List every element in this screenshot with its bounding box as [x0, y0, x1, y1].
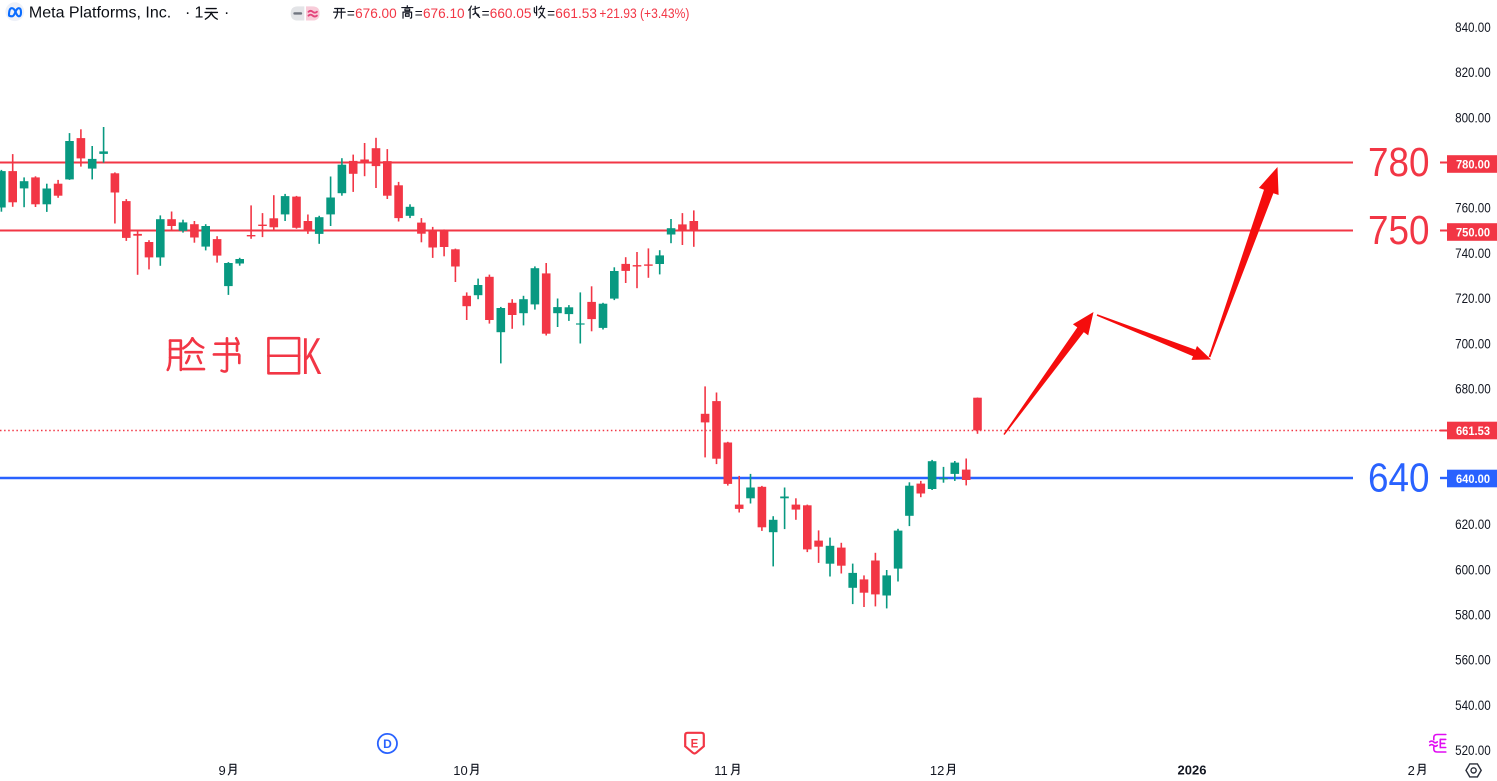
svg-text:661.53: 661.53 [555, 6, 597, 21]
svg-text:Meta Platforms, Inc.: Meta Platforms, Inc. [29, 5, 171, 22]
svg-text:600.00: 600.00 [1455, 562, 1491, 577]
svg-text:620.00: 620.00 [1455, 517, 1491, 532]
svg-text:E: E [691, 738, 699, 750]
svg-text:·: · [185, 5, 190, 22]
svg-text:=: = [482, 6, 490, 21]
svg-text:1: 1 [195, 5, 204, 22]
svg-text:740.00: 740.00 [1455, 246, 1491, 261]
svg-text:820.00: 820.00 [1455, 65, 1491, 80]
svg-text:676.00: 676.00 [355, 6, 397, 21]
svg-text:560.00: 560.00 [1455, 653, 1491, 668]
svg-text:720.00: 720.00 [1455, 291, 1491, 306]
svg-text:10: 10 [453, 763, 467, 778]
svg-text:520.00: 520.00 [1455, 743, 1491, 758]
svg-text:11: 11 [714, 763, 728, 778]
svg-text:D: D [383, 737, 392, 751]
svg-text:800.00: 800.00 [1455, 110, 1491, 125]
svg-text:+21.93 (+3.43%): +21.93 (+3.43%) [599, 6, 689, 21]
svg-text:640: 640 [1368, 454, 1430, 500]
svg-text:2026: 2026 [1178, 763, 1207, 778]
svg-text:661.53: 661.53 [1456, 424, 1490, 438]
svg-text:=: = [547, 6, 555, 21]
svg-text:540.00: 540.00 [1455, 698, 1491, 713]
svg-text:9: 9 [219, 763, 226, 778]
svg-text:760.00: 760.00 [1455, 201, 1491, 216]
svg-text:580.00: 580.00 [1455, 608, 1491, 623]
svg-text:780: 780 [1368, 139, 1430, 185]
svg-text:K: K [302, 329, 322, 386]
svg-text:750.00: 750.00 [1456, 225, 1490, 239]
svg-text:750: 750 [1368, 207, 1430, 253]
svg-text:640.00: 640.00 [1456, 472, 1490, 486]
svg-text:660.05: 660.05 [490, 6, 532, 21]
svg-text:12: 12 [930, 763, 944, 778]
svg-text:·: · [224, 5, 229, 22]
svg-text:700.00: 700.00 [1455, 336, 1491, 351]
svg-text:=: = [415, 6, 423, 21]
svg-text:680.00: 680.00 [1455, 382, 1491, 397]
svg-text:676.10: 676.10 [423, 6, 465, 21]
svg-text:2: 2 [1408, 763, 1415, 778]
svg-text:780.00: 780.00 [1456, 157, 1490, 171]
svg-text:840.00: 840.00 [1455, 20, 1491, 35]
svg-text:=: = [347, 6, 355, 21]
